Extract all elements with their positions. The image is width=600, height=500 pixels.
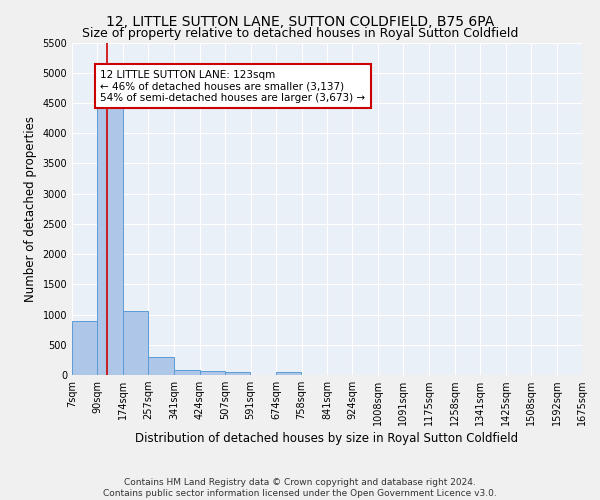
X-axis label: Distribution of detached houses by size in Royal Sutton Coldfield: Distribution of detached houses by size … [136,432,518,446]
Y-axis label: Number of detached properties: Number of detached properties [24,116,37,302]
Bar [199,372,225,375]
Bar [225,372,250,375]
Bar [97,100,123,375]
Text: 12 LITTLE SUTTON LANE: 123sqm
← 46% of detached houses are smaller (3,137)
54% o: 12 LITTLE SUTTON LANE: 123sqm ← 46% of d… [100,70,365,103]
Text: Contains HM Land Registry data © Crown copyright and database right 2024.
Contai: Contains HM Land Registry data © Crown c… [103,478,497,498]
Bar [276,372,301,375]
Text: 12, LITTLE SUTTON LANE, SUTTON COLDFIELD, B75 6PA: 12, LITTLE SUTTON LANE, SUTTON COLDFIELD… [106,15,494,29]
Bar [148,357,174,375]
Bar [72,320,97,375]
Bar [123,311,148,375]
Text: Size of property relative to detached houses in Royal Sutton Coldfield: Size of property relative to detached ho… [82,28,518,40]
Bar [174,370,199,375]
